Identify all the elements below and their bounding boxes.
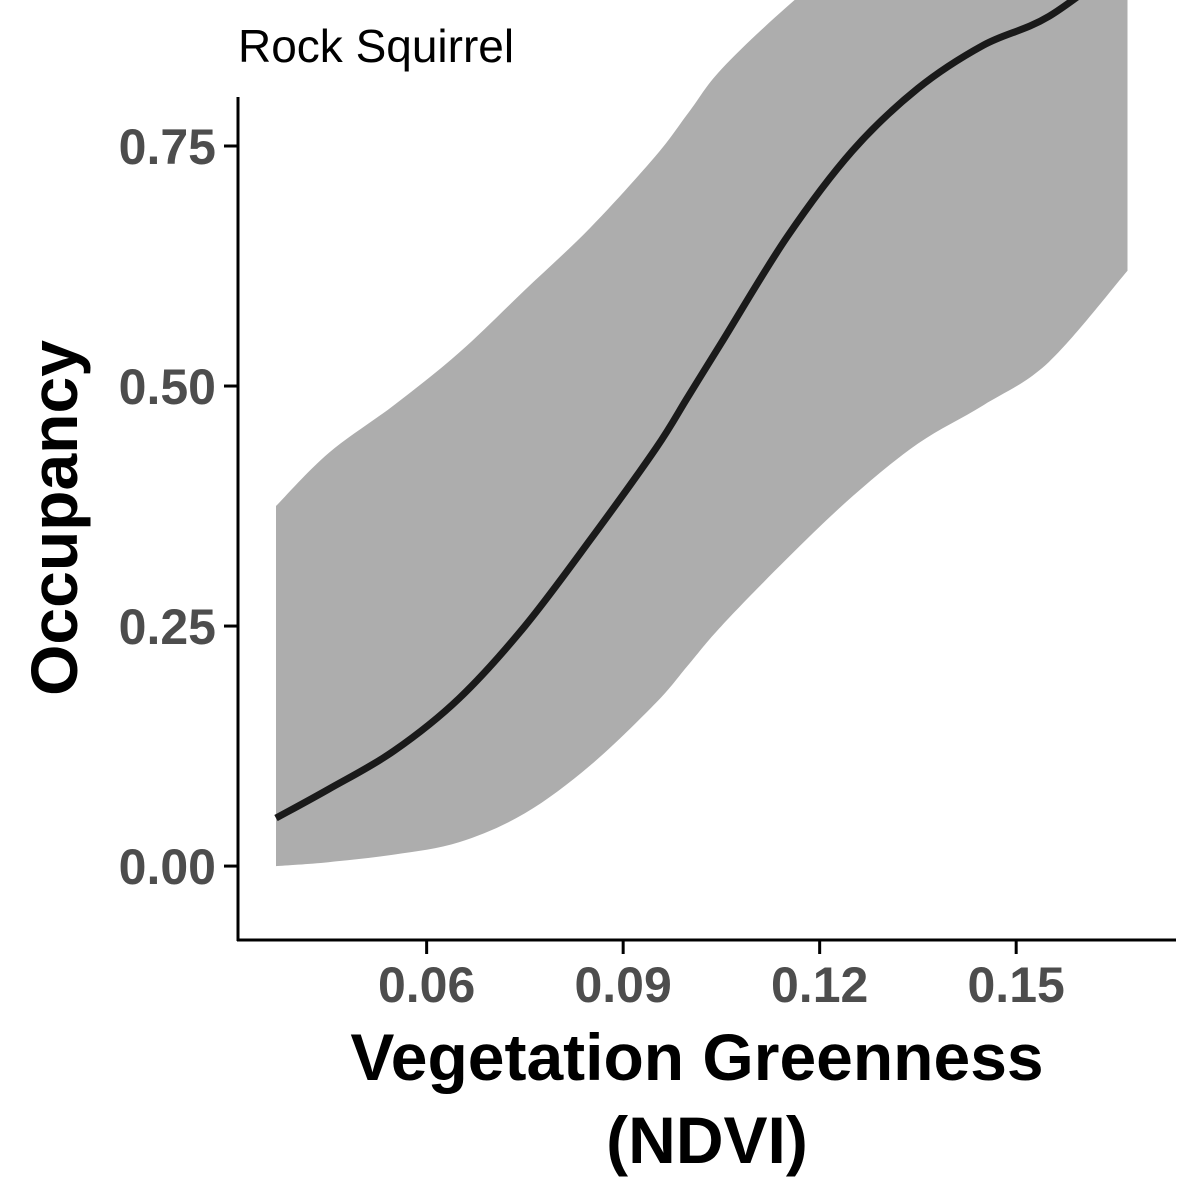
chart-title: Rock Squirrel: [238, 20, 514, 72]
x-tick-label: 0.12: [771, 957, 868, 1013]
x-tick-label: 0.06: [378, 957, 475, 1013]
x-tick-label: 0.09: [574, 957, 671, 1013]
y-tick-label: 0.75: [119, 119, 216, 175]
x-axis-title-line2: (NDVI): [606, 1103, 808, 1177]
y-tick-label: 0.25: [119, 599, 216, 655]
y-tick-label: 0.00: [119, 839, 216, 895]
occupancy-line: [274, 0, 1080, 822]
x-axis-title: Vegetation Greenness: [350, 1020, 1043, 1094]
y-tick-label: 0.50: [119, 359, 216, 415]
x-tick-label: 0.15: [968, 957, 1065, 1013]
axis-ticks: 0.06 0.09 0.12 0.15 0.00 0.25 0.50 0.75: [119, 119, 1065, 1013]
confidence-ribbon: [276, 0, 1128, 867]
y-axis-title: Occupancy: [17, 340, 91, 696]
plot-area: [274, 0, 1128, 867]
